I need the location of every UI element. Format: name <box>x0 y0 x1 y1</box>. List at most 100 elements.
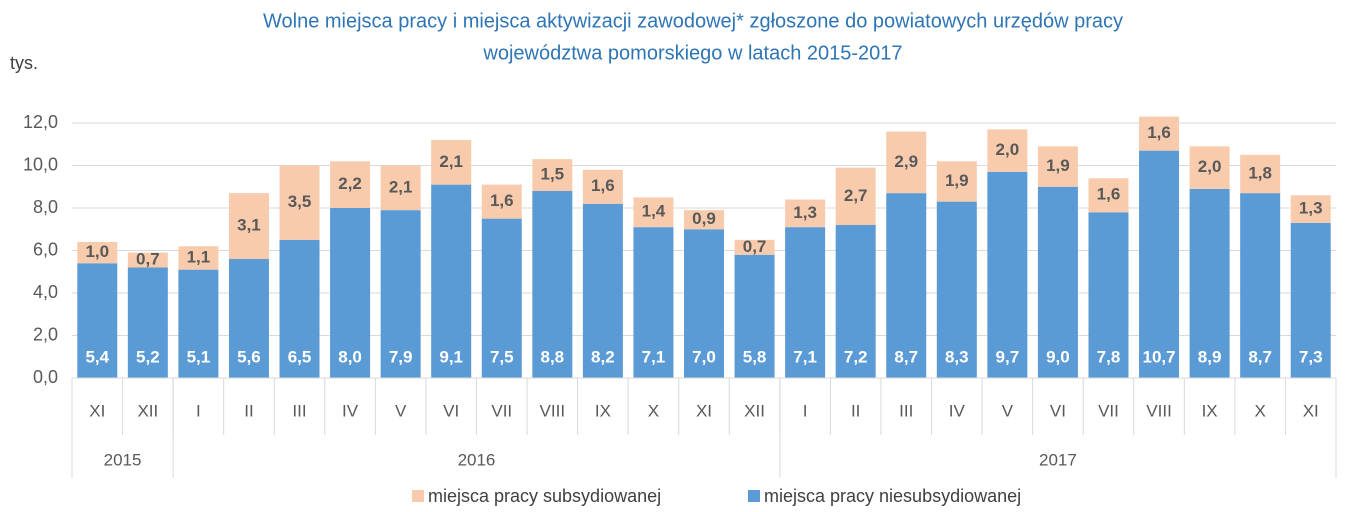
bar-segment <box>1189 146 1230 189</box>
bar-segment <box>1088 178 1129 213</box>
x-tick-label: III <box>899 401 913 420</box>
legend-label: miejsca pracy niesubsydiowanej <box>764 486 1021 506</box>
data-label: 3,5 <box>288 192 312 211</box>
data-label: 2,2 <box>338 174 362 193</box>
bar-segment <box>684 229 724 378</box>
data-label: 7,5 <box>490 347 514 366</box>
bar-segment <box>987 171 1028 378</box>
data-label: 5,4 <box>85 347 109 366</box>
bar-segment <box>77 242 118 264</box>
bar-segment <box>1088 212 1129 378</box>
data-label: 10,7 <box>1142 347 1175 366</box>
bar-segment <box>684 210 724 230</box>
x-tick-label: XI <box>89 401 105 420</box>
data-label: 1,9 <box>945 171 969 190</box>
y-tick-label: 6,0 <box>33 239 58 259</box>
bar-segment <box>582 203 623 378</box>
data-label: 3,1 <box>237 216 261 235</box>
data-label: 5,2 <box>136 347 160 366</box>
bar-segment <box>734 239 775 255</box>
group-label: 2016 <box>458 450 496 469</box>
data-label: 2,0 <box>1198 157 1222 176</box>
bar-segment <box>431 140 472 185</box>
x-tick-label: IX <box>595 401 611 420</box>
x-tick-label: II <box>244 401 253 420</box>
bar-segment <box>1290 195 1331 223</box>
data-label: 5,6 <box>237 347 261 366</box>
x-tick-label: VI <box>1050 401 1066 420</box>
data-label: 8,2 <box>591 347 615 366</box>
data-label: 1,8 <box>1248 163 1272 182</box>
x-tick-label: VIII <box>1146 401 1172 420</box>
bar-segment <box>178 246 219 270</box>
x-tick-label: IV <box>342 401 359 420</box>
legend-swatch <box>748 490 760 502</box>
data-label: 1,3 <box>793 203 817 222</box>
bar-segment <box>228 193 269 259</box>
bar-segment <box>431 184 472 378</box>
y-tick-label: 4,0 <box>33 282 58 302</box>
data-label: 2,0 <box>996 140 1020 159</box>
bar-segment <box>633 197 674 228</box>
bar-segment <box>279 239 320 378</box>
bar-segment <box>582 169 623 204</box>
bar-segment <box>279 165 320 240</box>
data-label: 2,9 <box>894 152 918 171</box>
bar-segment <box>734 254 775 378</box>
data-label: 1,3 <box>1299 199 1323 218</box>
data-label: 0,9 <box>692 209 716 228</box>
bar-segment <box>886 193 927 378</box>
x-tick-label: VI <box>443 401 459 420</box>
data-label: 7,1 <box>642 347 666 366</box>
data-label: 5,1 <box>187 347 211 366</box>
x-tick-label: IV <box>949 401 966 420</box>
x-tick-label: VII <box>491 401 512 420</box>
bar-segment <box>835 225 876 378</box>
bar-segment <box>1037 186 1078 378</box>
x-tick-label: X <box>648 401 659 420</box>
group-label: 2015 <box>104 450 142 469</box>
y-tick-label: 0,0 <box>33 367 58 387</box>
bar-segment <box>330 161 371 208</box>
data-label: 1,5 <box>540 165 564 184</box>
y-tick-label: 12,0 <box>23 112 58 132</box>
x-tick-label: XII <box>744 401 765 420</box>
group-label: 2017 <box>1039 450 1077 469</box>
bar-segment <box>532 159 573 191</box>
y-axis-label: tys. <box>10 53 38 73</box>
x-tick-label: VIII <box>540 401 566 420</box>
bar-segment <box>1240 193 1281 378</box>
bar-segment <box>228 259 269 378</box>
bar-segment <box>380 210 421 378</box>
bar-segment <box>886 131 927 194</box>
y-tick-label: 10,0 <box>23 154 58 174</box>
legend-swatch <box>412 490 424 502</box>
data-label: 8,8 <box>540 347 564 366</box>
bar-segment <box>987 129 1028 172</box>
data-label: 9,0 <box>1046 347 1070 366</box>
x-tick-label: XII <box>137 401 158 420</box>
x-tick-label: II <box>851 401 860 420</box>
bar-segment <box>127 267 168 378</box>
bar-segment <box>633 227 674 378</box>
bar-segment <box>77 263 118 378</box>
data-label: 8,0 <box>338 347 362 366</box>
bar-segment <box>330 208 371 378</box>
data-label: 8,3 <box>945 347 969 366</box>
legend-label: miejsca pracy subsydiowanej <box>428 486 661 506</box>
chart-title: Wolne miejsca pracy i miejsca aktywizacj… <box>263 10 1123 32</box>
data-label: 8,9 <box>1198 347 1222 366</box>
chart-title: województwa pomorskiego w latach 2015-20… <box>482 42 902 64</box>
bar-segment <box>936 201 977 378</box>
bar-segment <box>1037 146 1078 187</box>
data-label: 1,6 <box>591 176 615 195</box>
data-label: 0,7 <box>743 237 767 256</box>
data-label: 1,1 <box>187 247 211 266</box>
data-label: 1,6 <box>490 191 514 210</box>
bar-segment <box>481 184 522 219</box>
x-tick-label: I <box>196 401 201 420</box>
bar-segment <box>481 218 522 378</box>
bar-segment <box>1189 188 1230 378</box>
data-label: 8,7 <box>894 347 918 366</box>
